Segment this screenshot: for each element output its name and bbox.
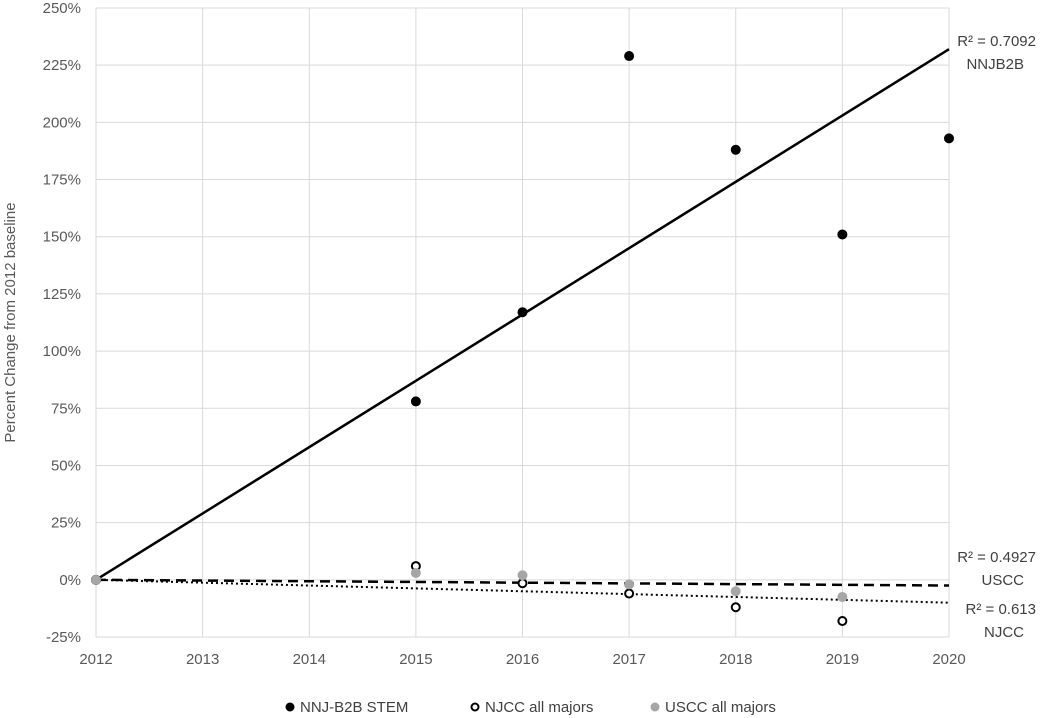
data-point-series-1	[624, 588, 635, 599]
data-points	[91, 51, 954, 626]
x-tick-label: 2017	[612, 651, 645, 668]
legend: NNJ-B2B STEM NJCC all majors USCC all majo…	[285, 699, 776, 716]
x-tick-label: 2014	[293, 651, 326, 668]
x-tick-label: 2016	[506, 651, 539, 668]
trendline-name-label: USCC	[981, 572, 1024, 589]
data-point-series-0	[517, 307, 528, 318]
data-point-series-1	[730, 602, 741, 613]
r2-label: R² = 0.7092	[957, 33, 1036, 50]
trendline-name-label: NNJB2B	[966, 56, 1024, 73]
x-tick-label: 2020	[932, 651, 965, 668]
data-point-series-1	[837, 615, 848, 626]
r2-label: R² = 0.613	[966, 601, 1036, 618]
data-point-series-2	[410, 567, 421, 578]
y-tick-label: 200%	[43, 114, 81, 131]
legend-label: USCC all majors	[665, 699, 776, 716]
trendline-annotations: R² = 0.7092 NNJB2B R² = 0.4927 USCC R² = 0.6…	[957, 33, 1036, 641]
x-tick-label: 2012	[79, 651, 112, 668]
data-point-series-0	[837, 229, 848, 240]
y-tick-label: 250%	[43, 0, 81, 17]
data-point-series-0	[730, 144, 741, 155]
trendline-dotted	[95, 578, 950, 604]
y-tick-label: 150%	[43, 229, 81, 246]
y-tick-label: 125%	[43, 286, 81, 303]
trendline-dashed	[95, 578, 950, 587]
data-point-series-0	[624, 51, 635, 62]
gridlines	[95, 7, 950, 638]
y-tick-labels: -25% 0% 25% 50% 75% 100% 125% 150% 175% 200% 225% 2…	[43, 0, 81, 646]
y-tick-label: 75%	[51, 400, 81, 417]
y-tick-label: 175%	[43, 172, 81, 189]
legend-marker	[285, 702, 295, 712]
y-tick-label: 100%	[43, 343, 81, 360]
x-tick-label: 2018	[719, 651, 752, 668]
y-tick-label: -25%	[46, 629, 81, 646]
x-tick-labels: 2012 2013 2014 2015 2016 2017 2018 2019 2020	[79, 651, 965, 668]
trendline-name-label: NJCC	[984, 624, 1024, 641]
legend-marker	[650, 702, 660, 712]
x-tick-label: 2019	[826, 651, 859, 668]
y-tick-label: 0%	[59, 572, 81, 589]
data-point-series-2	[624, 579, 635, 590]
data-point-series-2	[730, 586, 741, 597]
legend-marker	[470, 702, 480, 712]
data-point-series-0	[944, 133, 954, 144]
data-point-series-0	[410, 396, 421, 407]
legend-label: NNJ-B2B STEM	[300, 699, 408, 716]
data-point-series-2	[837, 591, 848, 602]
x-tick-label: 2015	[399, 651, 432, 668]
legend-label: NJCC all majors	[485, 699, 593, 716]
x-tick-label: 2013	[186, 651, 219, 668]
data-point-series-2	[91, 574, 101, 585]
data-point-series-1	[517, 578, 528, 589]
y-tick-label: 225%	[43, 57, 81, 74]
data-point-series-2	[517, 570, 528, 581]
y-tick-label: 25%	[51, 515, 81, 532]
r2-label: R² = 0.4927	[957, 549, 1036, 566]
y-tick-label: 50%	[51, 457, 81, 474]
y-axis-title: Percent Change from 2012 baseline	[2, 202, 19, 442]
